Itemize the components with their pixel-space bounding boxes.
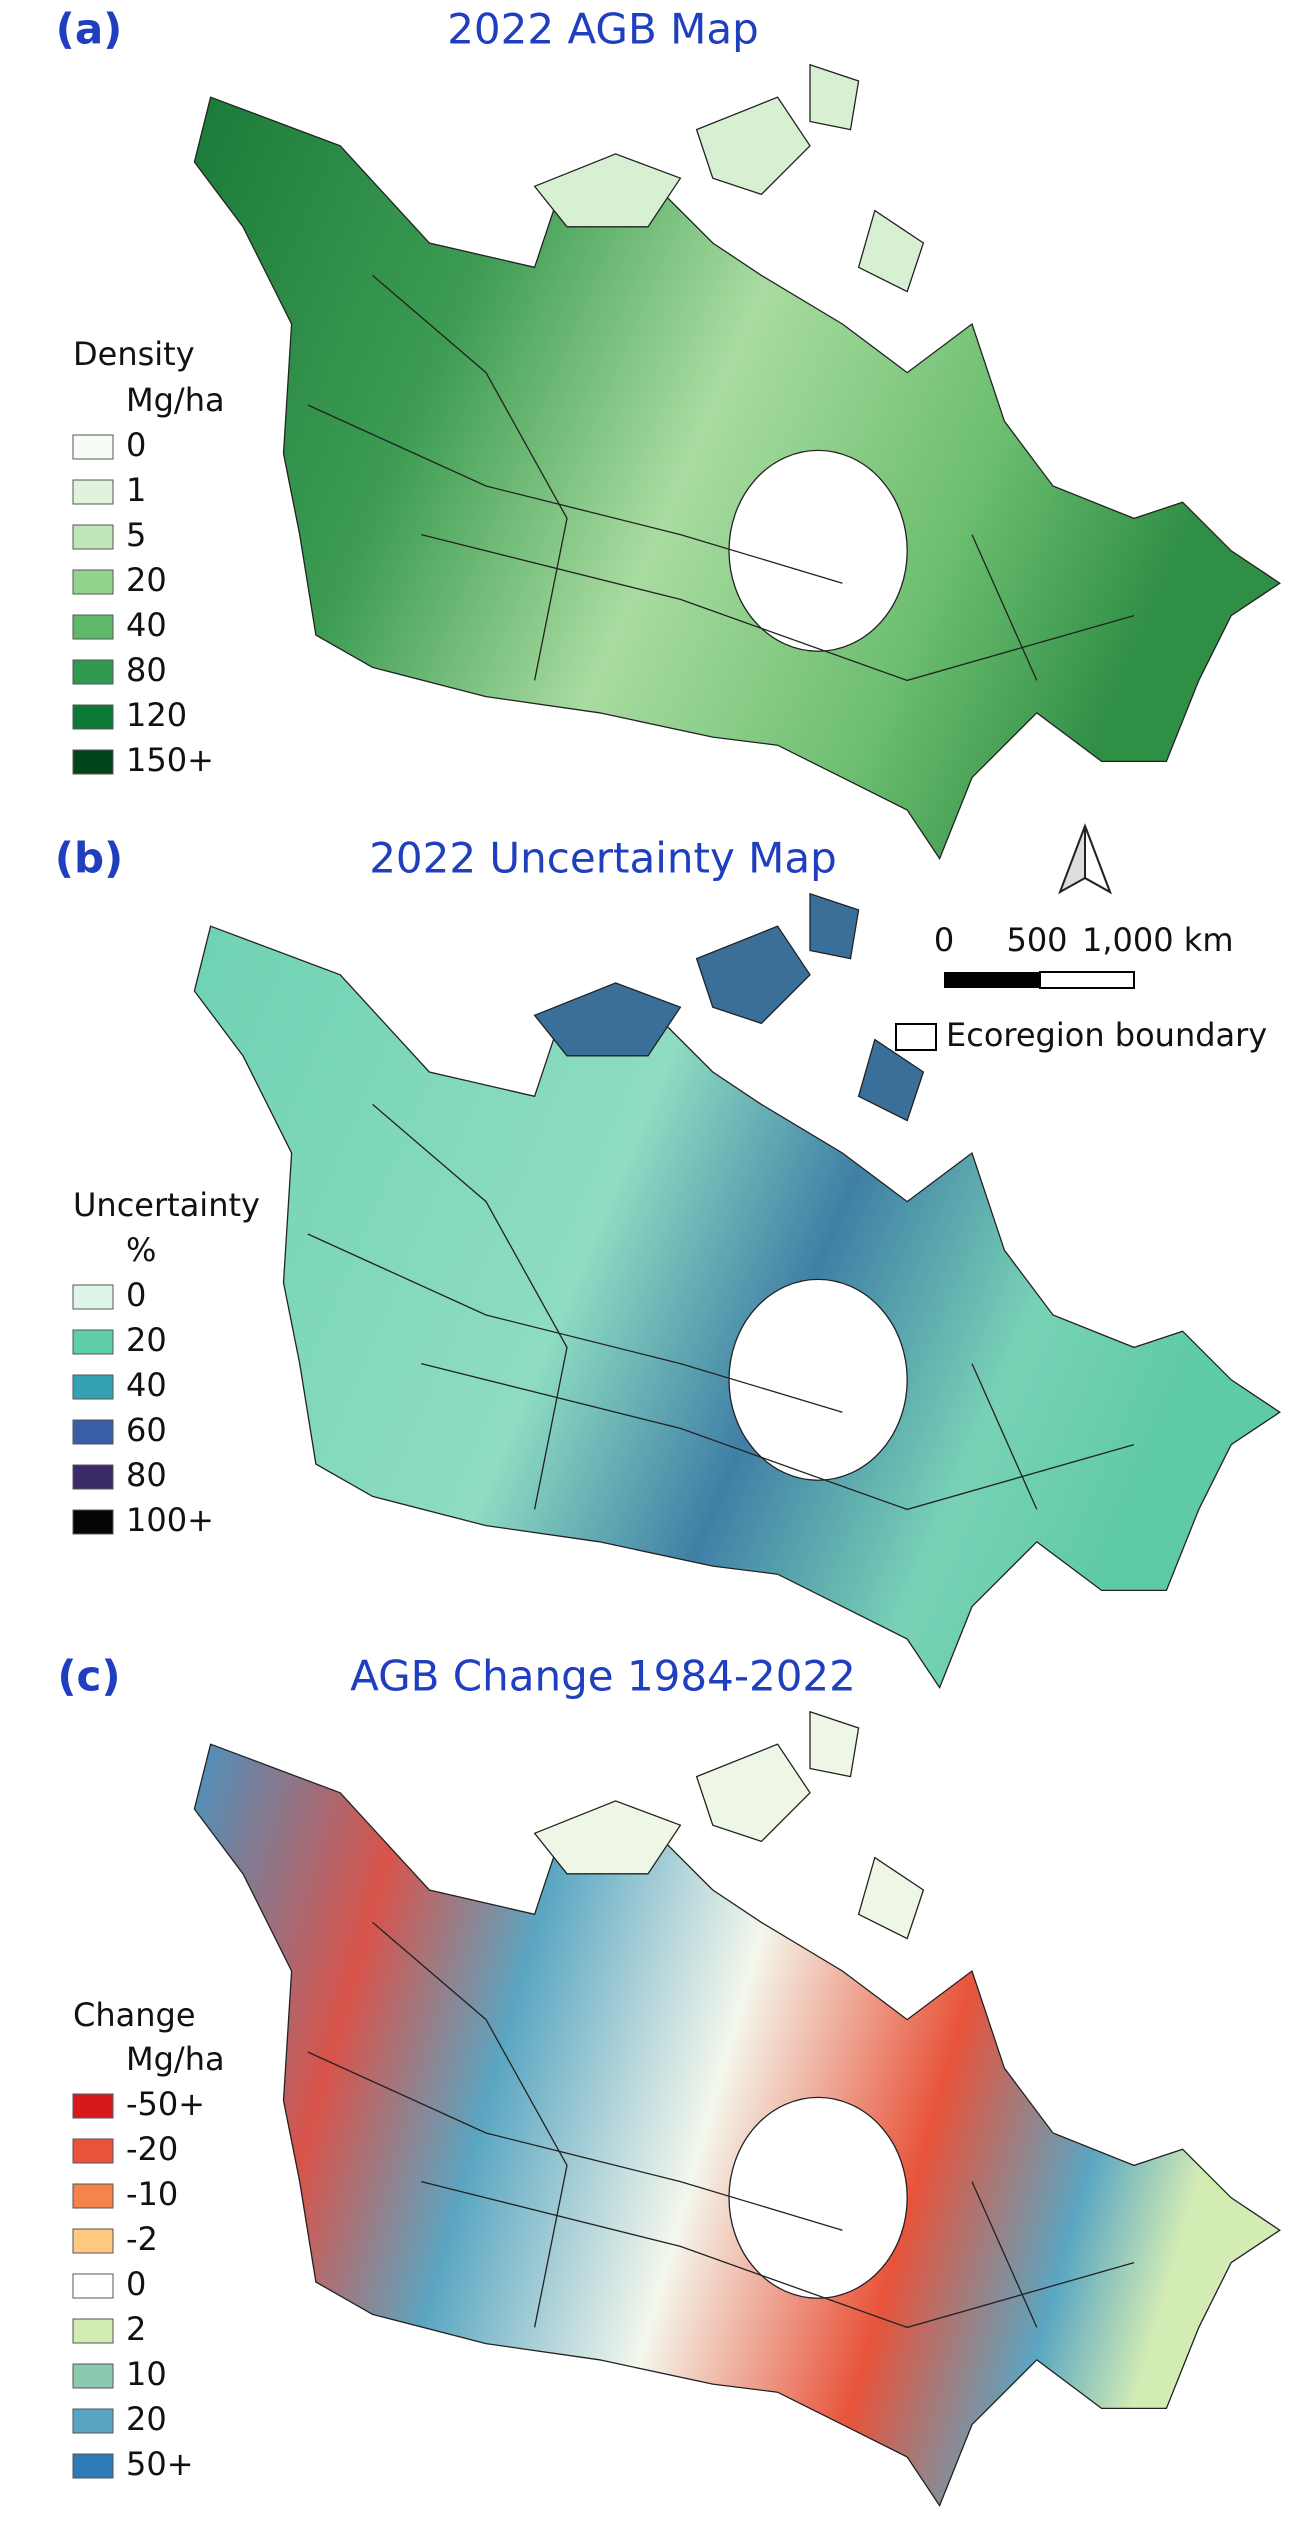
legend-label: -20 [126,2130,178,2168]
legend-label: 0 [126,426,146,464]
panel-title: 2022 Uncertainty Map [369,834,837,883]
panel-label: (b) [55,834,123,883]
ecoregion-lines [307,1921,1135,2329]
legend-swatch [72,524,114,550]
legend-swatch [72,2318,114,2344]
legend-swatch [72,569,114,595]
legend-label: 1 [126,471,146,509]
boundary-label: Ecoregion boundary [946,1016,1267,1054]
legend-swatch [72,479,114,505]
legend-label: 20 [126,2400,167,2438]
island [695,925,811,1025]
legend-title: Change [73,1996,196,2034]
island [695,96,811,196]
legend-label: 5 [126,516,146,554]
island [809,1710,860,1778]
legend-label: 80 [126,1456,167,1494]
scale-start: 0 [934,921,954,959]
legend-swatch [72,614,114,640]
legend-label: 150+ [126,741,214,779]
hudson-bay [728,2096,908,2299]
panel-title: 2022 AGB Map [447,5,759,54]
legend-swatch [72,1329,114,1355]
legend-label: 2 [126,2310,146,2348]
panel: (b) 2022 Uncertainty Map Uncertainty% 0 20 40… [55,834,1281,1689]
legend-swatch [72,2228,114,2254]
island [857,209,925,293]
land [193,925,1281,1689]
legend-label: -2 [126,2220,158,2258]
island [809,892,860,960]
legend-swatch [72,2363,114,2389]
island [857,1856,925,1940]
north-arrow [1058,823,1112,895]
legend-label: 0 [126,1276,146,1314]
panel: (c) AGB Change 1984-2022 Change Mg/ha -50+ -2… [57,1652,1281,2507]
hudson-bay [728,449,908,652]
panels: (a) 2022 AGB MapDensityMg/ha0152040801201… [55,5,1281,2507]
scale-black [944,972,1040,988]
legend-label: 60 [126,1411,167,1449]
island [857,1038,925,1122]
ecoregion-lines [307,1103,1135,1511]
land [193,96,1281,860]
boundary-swatch [895,1023,937,1051]
legend-swatch [72,1374,114,1400]
island [533,1800,682,1875]
island [533,982,682,1057]
legend-unit: % [126,1231,156,1269]
north-arrow-half [1084,825,1112,895]
legend-label: -10 [126,2175,178,2213]
scale-bar: 0 500 1,000 km [934,921,1233,989]
island [695,1743,811,1843]
map [193,892,1281,1689]
legend-swatch [72,2453,114,2479]
panel-label: (c) [57,1652,120,1701]
legend-label: 10 [126,2355,167,2393]
panel-title: AGB Change 1984-2022 [350,1652,856,1701]
legend-swatch [72,434,114,460]
legend-label: 40 [126,606,167,644]
island [533,153,682,228]
legend-title: Uncertainty [73,1186,260,1224]
scale-end: 1,000 km [1082,921,1233,959]
legend-label: 100+ [126,1501,214,1539]
island [809,63,860,131]
legend-swatch [72,749,114,775]
legend-swatch [72,2138,114,2164]
legend-swatch [72,1419,114,1445]
panel: (a) 2022 AGB Map Density Mg/ha 0 1 5 20 40 80 120 1… [56,5,1281,860]
scale-white [1039,971,1135,989]
legend-label: 0 [126,2265,146,2303]
scale-mid: 500 [1006,921,1067,959]
legend-label: 40 [126,1366,167,1404]
legend-swatch [72,1464,114,1490]
legend-swatch [72,2408,114,2434]
legend-title: Density [73,335,195,373]
hudson-bay [728,1278,908,1481]
legend-swatch [72,659,114,685]
legend-swatch [72,1509,114,1535]
map [193,1710,1281,2507]
legend-label: 50+ [126,2445,194,2483]
legend-unit: Mg/ha [126,2040,225,2078]
land [193,1743,1281,2507]
legend-label: 120 [126,696,187,734]
panel-label: (a) [56,5,123,54]
legend-label: 20 [126,561,167,599]
legend-swatch [72,2093,114,2119]
map [193,63,1281,860]
legend-label: 80 [126,651,167,689]
legend-swatch [72,704,114,730]
legend-swatch [72,1284,114,1310]
legend-unit: Mg/ha [126,381,225,419]
ecoregion-lines [307,274,1135,682]
legend-swatch [72,2273,114,2299]
legend-swatch [72,2183,114,2209]
legend-label: -50+ [126,2085,205,2123]
legend-label: 20 [126,1321,167,1359]
